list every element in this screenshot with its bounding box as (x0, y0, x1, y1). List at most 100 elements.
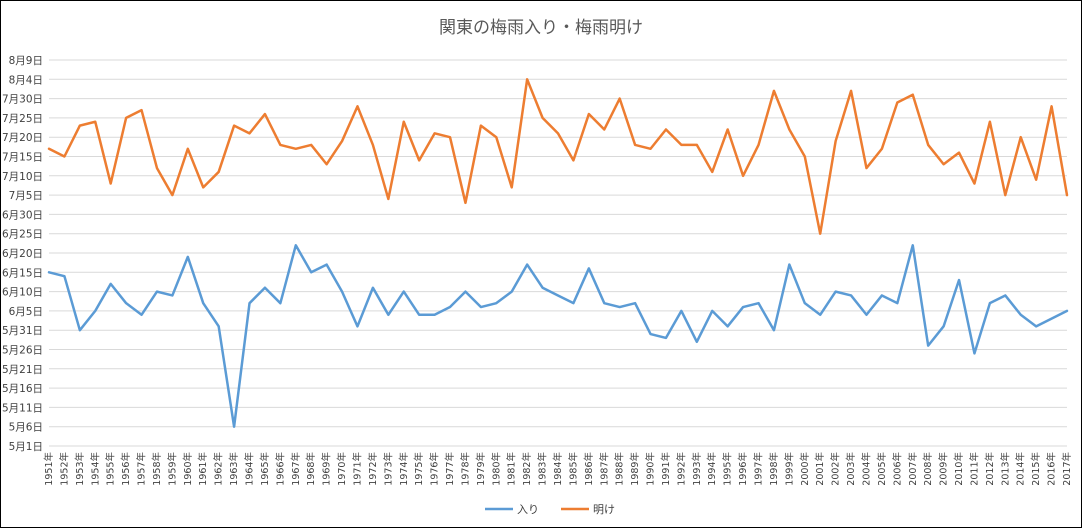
x-tick-label: 1971年 (351, 452, 363, 486)
y-tick-label: 5月1日 (9, 441, 43, 453)
x-tick-label: 2012年 (984, 452, 996, 486)
y-tick-label: 6月15日 (2, 267, 43, 279)
x-axis: 1951年 1952年 1953年 1954年 1955年 1956年 1957年 1958年… (43, 452, 1073, 486)
x-tick-label: 1960年 (182, 452, 194, 486)
y-tick-label: 6月30日 (2, 209, 43, 221)
x-tick-label: 1980年 (490, 452, 502, 486)
x-tick-label: 1953年 (74, 452, 86, 486)
x-tick-label: 1978年 (459, 452, 471, 486)
x-tick-label: 2006年 (891, 452, 903, 486)
x-tick-label: 1963年 (228, 452, 240, 486)
y-tick-label: 7月10日 (2, 171, 43, 183)
legend-label: 明け (593, 503, 615, 516)
x-tick-label: 1979年 (475, 452, 487, 486)
legend: 入り 明け (485, 503, 615, 516)
x-tick-label: 2004年 (860, 452, 872, 486)
x-tick-label: 1966年 (274, 452, 286, 486)
x-tick-label: 2000年 (799, 452, 811, 486)
x-tick-label: 2013年 (999, 452, 1011, 486)
x-tick-label: 1982年 (521, 452, 533, 486)
y-tick-label: 6月20日 (2, 248, 43, 260)
y-tick-label: 7月15日 (2, 152, 43, 164)
x-tick-label: 1973年 (382, 452, 394, 486)
x-tick-label: 2015年 (1030, 452, 1042, 486)
x-tick-label: 1977年 (444, 452, 456, 486)
x-tick-label: 1968年 (305, 452, 317, 486)
x-tick-label: 2009年 (938, 452, 950, 486)
x-tick-label: 1958年 (151, 452, 163, 486)
x-tick-label: 1964年 (244, 452, 256, 486)
x-tick-label: 1954年 (89, 452, 101, 486)
y-tick-label: 6月25日 (2, 229, 43, 241)
y-tick-label: 6月5日 (9, 306, 43, 318)
x-tick-label: 1969年 (321, 452, 333, 486)
y-tick-label: 6月10日 (2, 287, 43, 299)
y-tick-label: 5月6日 (9, 422, 43, 434)
x-tick-label: 1988年 (614, 452, 626, 486)
x-tick-label: 1993年 (691, 452, 703, 486)
chart-title: 関東の梅雨入り・梅雨明け (439, 18, 643, 38)
x-tick-label: 1974年 (398, 452, 410, 486)
x-tick-label: 1990年 (645, 452, 657, 486)
legend-label: 入り (517, 503, 539, 516)
x-tick-label: 1999年 (783, 452, 795, 486)
x-tick-label: 1986年 (583, 452, 595, 486)
x-tick-label: 1994年 (706, 452, 718, 486)
grid (49, 59, 1067, 447)
series-line-iri (47, 244, 1069, 428)
x-tick-label: 2010年 (953, 452, 965, 486)
x-tick-label: 1983年 (537, 452, 549, 486)
x-tick-label: 2011年 (968, 452, 980, 486)
x-tick-label: 1955年 (105, 452, 117, 486)
x-tick-label: 1992年 (675, 452, 687, 486)
x-tick-label: 1997年 (753, 452, 765, 486)
x-tick-label: 1959年 (166, 452, 178, 486)
series (47, 78, 1069, 428)
x-tick-label: 1972年 (367, 452, 379, 486)
x-tick-label: 1991年 (660, 452, 672, 486)
x-tick-label: 1975年 (413, 452, 425, 486)
x-tick-label: 1951年 (43, 452, 55, 486)
x-tick-label: 2008年 (922, 452, 934, 486)
x-tick-label: 2007年 (907, 452, 919, 486)
y-tick-label: 7月5日 (9, 190, 43, 202)
y-tick-label: 5月31日 (2, 325, 43, 337)
x-tick-label: 1962年 (213, 452, 225, 486)
x-tick-label: 2014年 (1015, 452, 1027, 486)
y-tick-label: 5月11日 (2, 402, 43, 414)
y-tick-label: 7月20日 (2, 132, 43, 144)
x-tick-label: 1967年 (290, 452, 302, 486)
y-axis: 5月1日 5月6日 5月11日 5月16日 5月21日 5月26日 5月31日 6月5日 6月1… (2, 55, 43, 453)
y-tick-label: 5月21日 (2, 364, 43, 376)
x-tick-label: 1957年 (136, 452, 148, 486)
y-tick-label: 5月16日 (2, 383, 43, 395)
x-tick-label: 2003年 (845, 452, 857, 486)
x-tick-label: 1998年 (768, 452, 780, 486)
x-tick-label: 1970年 (336, 452, 348, 486)
x-tick-label: 1976年 (429, 452, 441, 486)
y-tick-label: 8月4日 (9, 74, 43, 86)
x-tick-label: 1956年 (120, 452, 132, 486)
x-tick-label: 2016年 (1046, 452, 1058, 486)
x-tick-label: 2002年 (830, 452, 842, 486)
x-tick-label: 1987年 (598, 452, 610, 486)
x-tick-label: 2017年 (1061, 452, 1073, 486)
x-tick-label: 1985年 (567, 452, 579, 486)
y-tick-label: 7月25日 (2, 113, 43, 125)
x-tick-label: 2001年 (814, 452, 826, 486)
x-tick-label: 1965年 (259, 452, 271, 486)
x-tick-label: 1995年 (722, 452, 734, 486)
x-tick-label: 1961年 (197, 452, 209, 486)
y-tick-label: 7月30日 (2, 94, 43, 106)
x-tick-label: 1996年 (737, 452, 749, 486)
x-tick-label: 1984年 (552, 452, 564, 486)
series-line-ake (47, 78, 1069, 235)
y-tick-label: 8月9日 (9, 55, 43, 67)
x-tick-label: 1981年 (506, 452, 518, 486)
y-tick-label: 5月26日 (2, 345, 43, 357)
x-tick-label: 1952年 (58, 452, 70, 486)
x-tick-label: 2005年 (876, 452, 888, 486)
x-tick-label: 1989年 (629, 452, 641, 486)
